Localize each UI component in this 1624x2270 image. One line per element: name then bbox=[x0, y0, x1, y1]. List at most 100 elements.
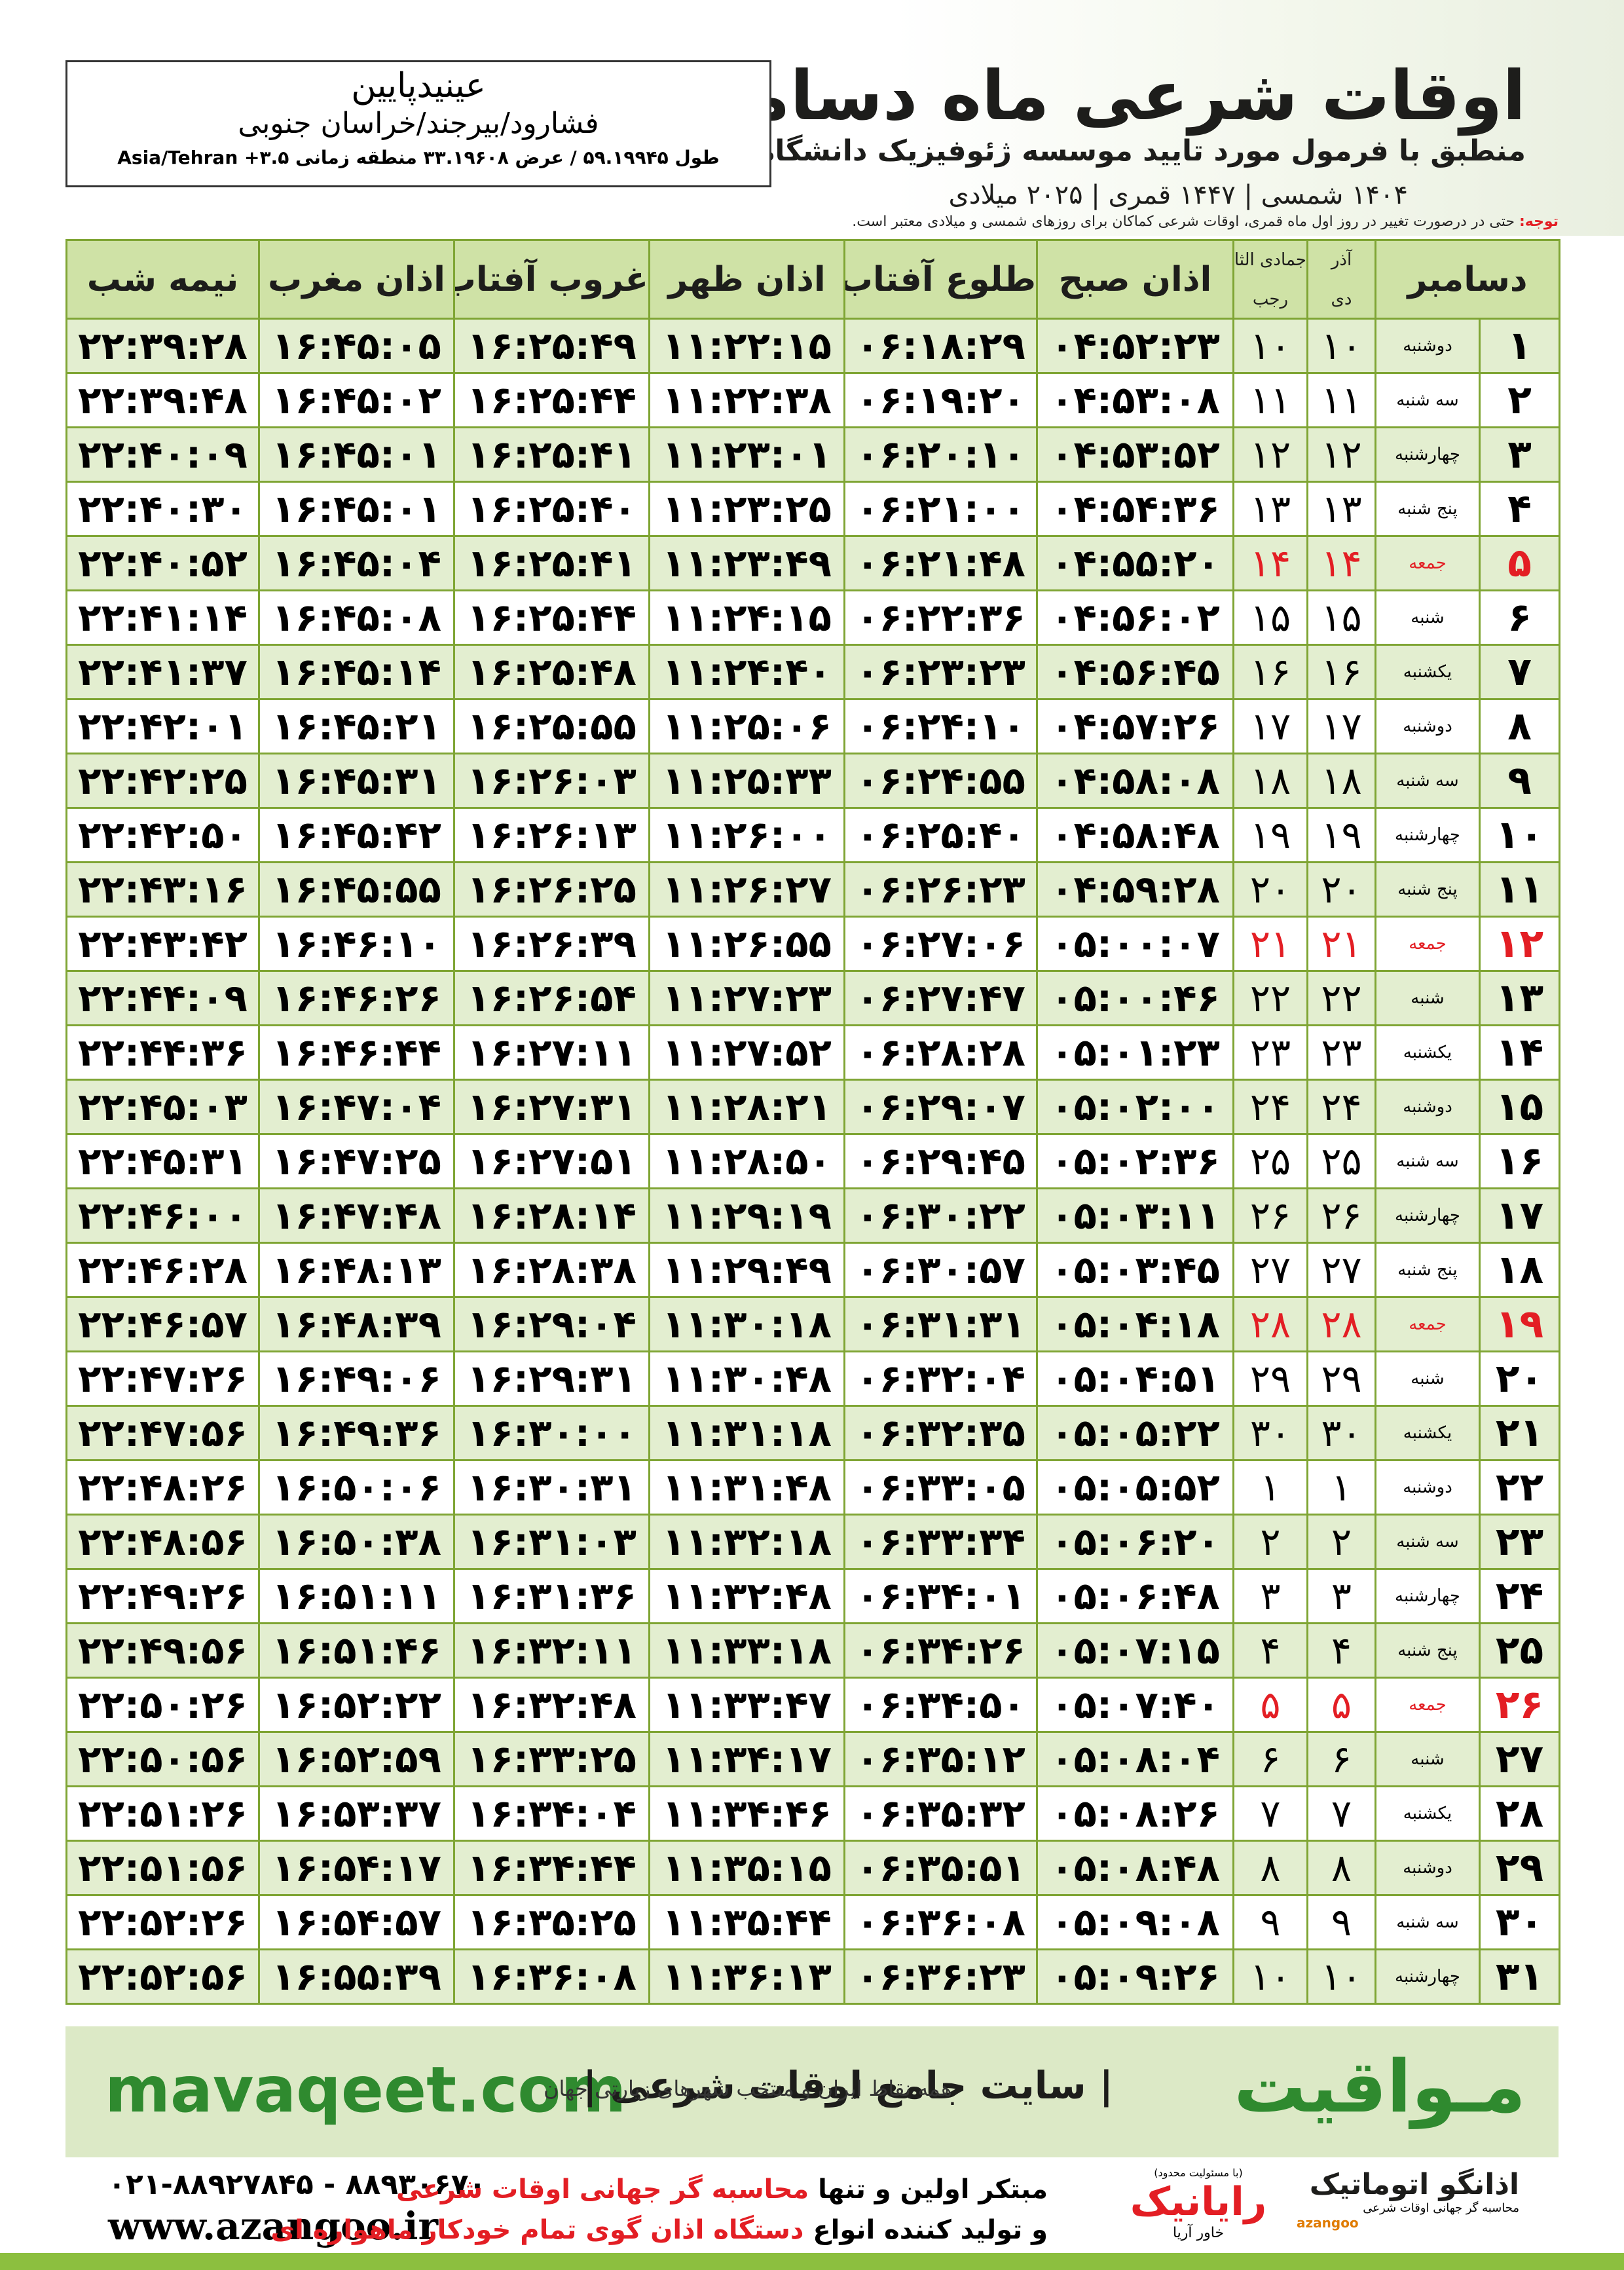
time: ۰۴:۵۸:۰۸ bbox=[1036, 753, 1234, 809]
time: ۱۱:۲۶:۲۷ bbox=[648, 861, 845, 918]
lunar-date: ۱۸ bbox=[1232, 753, 1308, 809]
lunar-date: ۲۴ bbox=[1232, 1079, 1308, 1135]
table-row: ۱۱ پنج شنبه ۲۰ ۲۰ ۰۴:۵۹:۲۸ ۰۶:۲۶:۲۳ ۱۱:۲۶:۲۷ ۱۶… bbox=[65, 861, 1560, 918]
time: ۱۶:۳۰:۳۱ bbox=[453, 1459, 650, 1516]
time: ۱۶:۴۹:۳۶ bbox=[258, 1405, 455, 1461]
phone: ۰۲۱-۸۸۹۲۷۸۴۵ - ۸۸۹۳۰۶۷۰ bbox=[108, 2168, 487, 2201]
time: ۰۶:۲۳:۲۳ bbox=[843, 644, 1038, 700]
weekday: یکشنبه bbox=[1375, 1405, 1481, 1461]
time: ۱۶:۲۸:۱۴ bbox=[453, 1187, 650, 1244]
time: ۱۶:۴۶:۲۶ bbox=[258, 970, 455, 1026]
table-row: ۲۲ دوشنبه ۱ ۱ ۰۵:۰۵:۵۲ ۰۶:۳۳:۰۵ ۱۱:۳۱:۴۸ ۱۶:۳۰:… bbox=[65, 1459, 1560, 1516]
time: ۰۴:۵۳:۵۲ bbox=[1036, 426, 1234, 483]
time: ۰۶:۳۱:۳۱ bbox=[843, 1296, 1038, 1352]
time: ۱۶:۳۲:۴۸ bbox=[453, 1677, 650, 1733]
time: ۱۶:۲۶:۲۵ bbox=[453, 861, 650, 918]
time: ۱۱:۳۱:۱۸ bbox=[648, 1405, 845, 1461]
shamsi-date: ۷ bbox=[1306, 1785, 1376, 1842]
time: ۱۶:۴۵:۰۱ bbox=[258, 481, 455, 537]
lunar-date: ۲۲ bbox=[1232, 970, 1308, 1026]
table-row: ۱۴ یکشنبه ۲۳ ۲۳ ۰۵:۰۱:۲۳ ۰۶:۲۸:۲۸ ۱۱:۲۷:۵۲ ۱۶:۲… bbox=[65, 1024, 1560, 1081]
time: ۰۶:۲۸:۲۸ bbox=[843, 1024, 1038, 1081]
header-time: اذان صبح bbox=[1036, 239, 1234, 320]
weekday: دوشنبه bbox=[1375, 1079, 1481, 1135]
shamsi-date: ۲۲ bbox=[1306, 970, 1376, 1026]
time: ۱۶:۲۵:۴۴ bbox=[453, 589, 650, 646]
day-number: ۲۵ bbox=[1479, 1622, 1560, 1679]
time: ۲۲:۴۲:۰۱ bbox=[65, 698, 260, 754]
time: ۱۶:۲۷:۱۱ bbox=[453, 1024, 650, 1081]
time: ۱۱:۲۸:۵۰ bbox=[648, 1133, 845, 1189]
time: ۰۶:۳۵:۵۱ bbox=[843, 1840, 1038, 1896]
day-number: ۹ bbox=[1479, 753, 1560, 809]
lunar-date: ۲۰ bbox=[1232, 861, 1308, 918]
table-row: ۱۶ سه شنبه ۲۵ ۲۵ ۰۵:۰۲:۳۶ ۰۶:۲۹:۴۵ ۱۱:۲۸:۵۰ ۱۶:… bbox=[65, 1133, 1560, 1189]
time: ۱۱:۲۸:۲۱ bbox=[648, 1079, 845, 1135]
time: ۱۶:۴۵:۳۱ bbox=[258, 753, 455, 809]
header-date-bottom: رجب bbox=[1252, 289, 1289, 309]
logo-sub: خاور آریا bbox=[1172, 2225, 1225, 2241]
weekday: یکشنبه bbox=[1375, 1024, 1481, 1081]
time: ۰۶:۲۷:۰۶ bbox=[843, 916, 1038, 972]
time: ۰۶:۳۶:۰۸ bbox=[843, 1894, 1038, 1950]
time: ۰۶:۳۴:۲۶ bbox=[843, 1622, 1038, 1679]
shamsi-date: ۳ bbox=[1306, 1568, 1376, 1624]
lunar-date: ۳۰ bbox=[1232, 1405, 1308, 1461]
lunar-date: ۱۲ bbox=[1232, 426, 1308, 483]
time: ۲۲:۴۶:۲۸ bbox=[65, 1242, 260, 1298]
header-date-top: آذر bbox=[1331, 250, 1352, 270]
time: ۱۶:۴۵:۰۲ bbox=[258, 372, 455, 428]
logo-note: (با مسئولیت محدود) bbox=[1154, 2167, 1243, 2179]
note: توجه: حتی در درصورت تغییر در روز اول ماه… bbox=[852, 214, 1559, 230]
table-row: ۳ چهارشنبه ۱۲ ۱۲ ۰۴:۵۳:۵۲ ۰۶:۲۰:۱۰ ۱۱:۲۳:۰۱ ۱۶:… bbox=[65, 426, 1560, 483]
lunar-date: ۱۰ bbox=[1232, 318, 1308, 374]
shamsi-date: ۱۸ bbox=[1306, 753, 1376, 809]
lunar-date: ۱۱ bbox=[1232, 372, 1308, 428]
table-row: ۱۸ پنج شنبه ۲۷ ۲۷ ۰۵:۰۳:۴۵ ۰۶:۳۰:۵۷ ۱۱:۲۹:۴۹ ۱۶… bbox=[65, 1242, 1560, 1298]
time: ۱۶:۳۱:۳۶ bbox=[453, 1568, 650, 1624]
header-date-top: جمادی الثانی bbox=[1234, 250, 1306, 270]
shamsi-date: ۲ bbox=[1306, 1514, 1376, 1570]
time: ۰۵:۰۴:۱۸ bbox=[1036, 1296, 1234, 1352]
shamsi-date: ۱۶ bbox=[1306, 644, 1376, 700]
brand: مـواقیت bbox=[1234, 2045, 1526, 2129]
lunar-date: ۱ bbox=[1232, 1459, 1308, 1516]
time: ۱۶:۵۰:۰۶ bbox=[258, 1459, 455, 1516]
lunar-date: ۹ bbox=[1232, 1894, 1308, 1950]
time: ۰۶:۳۳:۳۴ bbox=[843, 1514, 1038, 1570]
time: ۰۶:۲۴:۱۰ bbox=[843, 698, 1038, 754]
time: ۰۶:۲۹:۴۵ bbox=[843, 1133, 1038, 1189]
time: ۰۵:۰۲:۳۶ bbox=[1036, 1133, 1234, 1189]
promo: مبتکر اولین و تنها محاسبه گر جهانی اوقات… bbox=[270, 2169, 1048, 2250]
logo-name: اذانگو اتوماتیک bbox=[1309, 2168, 1519, 2201]
weekday: یکشنبه bbox=[1375, 1785, 1481, 1842]
shamsi-date: ۲۵ bbox=[1306, 1133, 1376, 1189]
day-number: ۱۸ bbox=[1479, 1242, 1560, 1298]
time: ۰۶:۳۳:۰۵ bbox=[843, 1459, 1038, 1516]
time: ۱۱:۳۲:۴۸ bbox=[648, 1568, 845, 1624]
table-row: ۱۳ شنبه ۲۲ ۲۲ ۰۵:۰۰:۴۶ ۰۶:۲۷:۴۷ ۱۱:۲۷:۲۳ ۱۶:۲۶:… bbox=[65, 970, 1560, 1026]
time: ۱۶:۴۵:۴۲ bbox=[258, 807, 455, 863]
time: ۱۱:۳۰:۴۸ bbox=[648, 1350, 845, 1407]
time: ۱۶:۳۲:۱۱ bbox=[453, 1622, 650, 1679]
time: ۰۴:۵۸:۴۸ bbox=[1036, 807, 1234, 863]
time: ۱۶:۲۵:۴۸ bbox=[453, 644, 650, 700]
time: ۲۲:۴۰:۳۰ bbox=[65, 481, 260, 537]
weekday: شنبه bbox=[1375, 970, 1481, 1026]
lunar-date: ۱۶ bbox=[1232, 644, 1308, 700]
time: ۲۲:۵۰:۲۶ bbox=[65, 1677, 260, 1733]
time: ۰۶:۳۴:۰۱ bbox=[843, 1568, 1038, 1624]
time: ۲۲:۵۰:۵۶ bbox=[65, 1731, 260, 1787]
time: ۰۶:۳۶:۲۳ bbox=[843, 1948, 1038, 2005]
lunar-date: ۲۱ bbox=[1232, 916, 1308, 972]
day-number: ۱۲ bbox=[1479, 916, 1560, 972]
location-coordinates: طول ۵۹.۱۹۹۴۵ / عرض ۳۳.۱۹۶۰۸ منطقه زمانی … bbox=[117, 147, 720, 168]
time: ۰۴:۵۵:۲۰ bbox=[1036, 535, 1234, 591]
shamsi-date: ۸ bbox=[1306, 1840, 1376, 1896]
time: ۱۶:۵۴:۵۷ bbox=[258, 1894, 455, 1950]
day-number: ۲ bbox=[1479, 372, 1560, 428]
lunar-date: ۱۷ bbox=[1232, 698, 1308, 754]
time: ۰۶:۳۵:۳۲ bbox=[843, 1785, 1038, 1842]
time: ۱۱:۲۶:۵۵ bbox=[648, 916, 845, 972]
